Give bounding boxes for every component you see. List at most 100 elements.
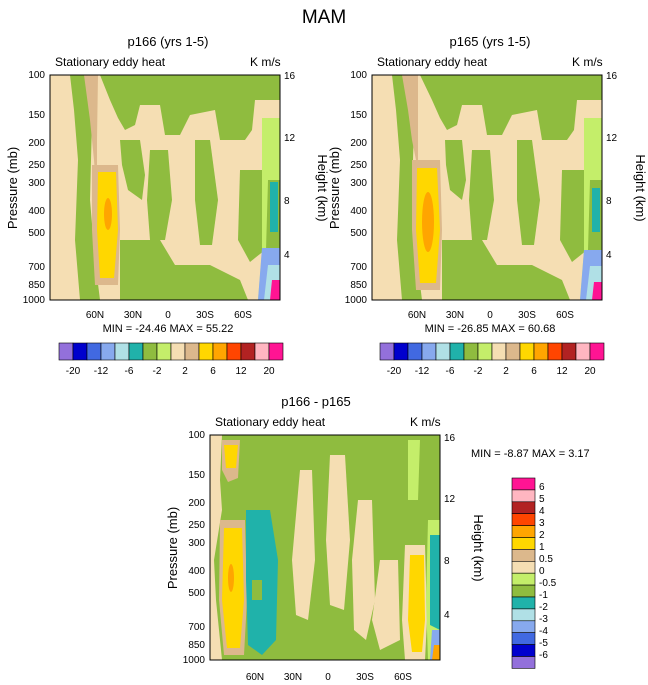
colorbar-swatch [254,342,270,361]
colorbar-swatch [128,342,144,361]
pressure-tick: 250 [350,160,367,171]
pressure-axis-label: Pressure (mb) [165,507,180,589]
right-subtitle: K m/s [410,415,441,429]
colorbar-swatch [100,342,116,361]
contour-region [372,560,400,650]
contour-region [224,445,238,468]
colorbar-label: 2 [539,530,545,541]
pressure-axis: 100 150 200 250 300 400 500 700 850 1000 [23,70,46,306]
height-tick: 4 [444,610,450,621]
colorbar-label: 20 [584,366,596,377]
colorbar-label: 20 [263,366,275,377]
colorbar-swatch [511,584,536,598]
colorbar-swatch [511,489,536,503]
colorbar-p165: -20 -12 -6 -2 2 6 12 20 [379,342,605,377]
contour-region [326,455,350,610]
contour-region [252,580,262,600]
pressure-tick: 1000 [23,295,46,306]
colorbar-swatch [511,513,536,526]
colorbar-swatch [511,656,536,669]
colorbar-label: -2 [539,602,548,613]
colorbar-boxes [379,342,605,361]
colorbar-label: -6 [125,366,134,377]
height-tick: 12 [444,494,456,505]
pressure-axis: 100 150 200 250 300 400 500 700 850 1000 [345,70,368,306]
colorbar-swatch [72,342,88,361]
contour-field [210,435,440,660]
colorbar-label: -12 [94,366,109,377]
contour-region [292,470,315,620]
colorbar-swatch [519,342,535,361]
pressure-tick: 300 [28,178,45,189]
colorbar-swatch [589,342,605,361]
contour-region [422,192,434,252]
colorbar-swatch [86,342,102,361]
contour-region [592,282,602,300]
colorbar-swatch [511,537,536,550]
height-tick: 8 [444,556,450,567]
pressure-tick: 850 [350,280,367,291]
colorbar-swatch [226,342,242,361]
pressure-tick: 500 [28,228,45,239]
left-subtitle: Stationary eddy heat [55,55,166,69]
height-tick: 16 [606,71,618,82]
left-subtitle: Stationary eddy heat [215,415,326,429]
colorbar-swatch [505,342,521,361]
colorbar-swatch [511,608,536,622]
pressure-tick: 850 [28,280,45,291]
pressure-tick: 100 [188,430,205,441]
main-title: MAM [302,7,346,28]
latitude-axis: 60N 30N 0 30S 60S [408,310,574,321]
contour-region [420,75,602,140]
colorbar-swatch [547,342,563,361]
panel-title: p166 (yrs 1-5) [128,34,209,49]
colorbar-label: -2 [474,366,483,377]
min-max-text: MIN = -24.46 MAX = 55.22 [103,323,234,335]
pressure-tick: 400 [188,566,205,577]
colorbar-swatch [533,342,549,361]
min-max-text: MIN = -8.87 MAX = 3.17 [471,448,590,460]
colorbar-difference: 6 5 4 3 2 1 0.5 0 -0.5 -1 -2 -3 -4 -5 -6 [511,477,557,669]
height-tick: 4 [606,250,612,261]
colorbar-label: -6 [446,366,455,377]
latitude-axis: 60N 30N 0 30S 60S [86,310,252,321]
contour-region [517,140,540,245]
height-axis: 16 12 8 4 [444,433,456,621]
height-axis: 16 12 8 4 [284,71,296,261]
lat-tick: 30S [356,672,374,683]
colorbar-swatch [114,342,130,361]
colorbar-swatch [575,342,591,361]
contour-region [120,240,248,300]
height-tick: 8 [284,196,290,207]
colorbar-swatch [561,342,577,361]
contour-region [442,240,570,300]
pressure-tick: 400 [350,206,367,217]
contour-region [270,280,280,300]
colorbar-label: 0.5 [539,554,553,565]
right-subtitle: K m/s [250,55,281,69]
pressure-tick: 150 [28,110,45,121]
colorbar-swatch [511,644,536,657]
contour-region [70,75,100,300]
pressure-tick: 150 [350,110,367,121]
contour-region [228,564,234,592]
pressure-tick: 700 [28,262,45,273]
colorbar-swatch [511,572,536,586]
pressure-tick: 700 [350,262,367,273]
height-axis-label: Height (km) [471,514,486,581]
colorbar-label: -1 [539,590,548,601]
lat-tick: 30S [518,310,536,321]
pressure-tick: 100 [350,70,367,81]
colorbar-swatch [184,342,200,361]
colorbar-swatch [435,342,451,361]
colorbar-label: 2 [503,366,509,377]
lat-tick: 0 [487,310,493,321]
lat-tick: 60S [394,672,412,683]
height-axis: 16 12 8 4 [606,71,618,261]
contour-region [445,140,466,200]
contour-region [408,440,420,500]
panel-title: p165 (yrs 1-5) [450,34,531,49]
pressure-tick: 200 [28,138,45,149]
panel-p165: p165 (yrs 1-5) Stationary eddy heat K m/… [327,34,648,335]
pressure-tick: 250 [28,160,45,171]
